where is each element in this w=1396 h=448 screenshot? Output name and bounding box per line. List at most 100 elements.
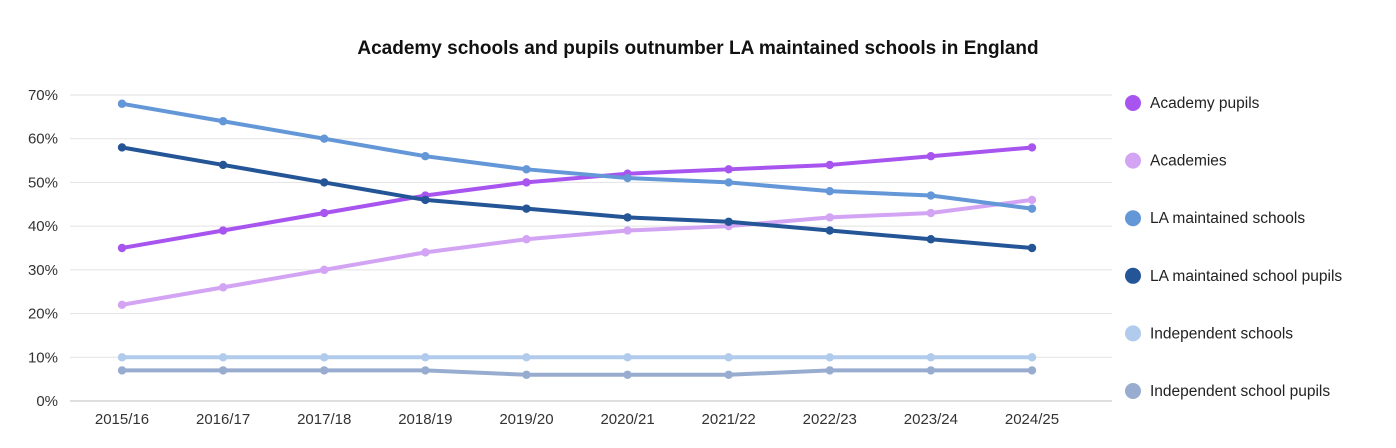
data-point [1027, 195, 1037, 205]
data-point [320, 366, 329, 375]
series-4 [117, 353, 1037, 362]
data-point [522, 353, 531, 362]
series-0 [117, 143, 1037, 253]
x-tick-label: 2021/22 [702, 411, 756, 428]
y-tick-label: 70% [28, 87, 58, 104]
legend-item: Independent schools [1125, 325, 1293, 342]
series-line [120, 145, 1034, 250]
data-point [117, 99, 127, 108]
series-line [120, 145, 1034, 250]
data-point [724, 165, 733, 174]
data-point [218, 117, 228, 126]
data-point [825, 353, 834, 362]
data-point [117, 353, 127, 362]
legend-marker [1125, 152, 1141, 169]
data-point [623, 226, 632, 235]
legend-label: Independent schools [1150, 325, 1293, 342]
x-tick-label: 2024/25 [1005, 411, 1059, 428]
data-point [421, 353, 430, 362]
data-point [218, 366, 228, 375]
legend-label: LA maintained school pupils [1150, 268, 1342, 285]
data-point [1027, 143, 1037, 152]
data-point [724, 370, 733, 379]
data-point [522, 370, 531, 379]
series-line [120, 368, 1034, 377]
data-point [218, 353, 228, 362]
data-point [926, 366, 936, 375]
y-tick-label: 40% [28, 218, 58, 235]
series-5 [117, 366, 1037, 379]
legend-item: Academy pupils [1125, 95, 1260, 112]
data-point [724, 217, 733, 226]
x-tick-label: 2020/21 [600, 411, 654, 428]
axes: 0% 10% 20% 30% 40% 50% 60% 70% 2015/16 2016/17 201… [28, 87, 1112, 428]
data-point [724, 178, 733, 187]
series-3 [117, 143, 1037, 253]
x-tick-label: 2023/24 [904, 411, 958, 428]
x-tick-label: 2018/19 [398, 411, 452, 428]
x-tick-label: 2019/20 [499, 411, 553, 428]
data-point [825, 186, 834, 196]
legend-label: Independent school pupils [1150, 383, 1330, 400]
data-point [926, 152, 936, 161]
data-point [421, 366, 430, 375]
series-2 [117, 99, 1037, 213]
gridlines [70, 94, 1112, 358]
data-point [117, 243, 127, 253]
data-point [320, 178, 329, 187]
legend: Academy pupils Academies LA maintained sch… [1125, 95, 1342, 400]
data-point [117, 143, 127, 152]
data-point [320, 353, 329, 362]
legend-item: LA maintained school pupils [1125, 267, 1342, 285]
data-point [825, 213, 834, 222]
legend-item: Independent school pupils [1125, 383, 1330, 400]
data-point [320, 265, 329, 275]
legend-label: Academies [1150, 153, 1227, 170]
data-point [218, 283, 228, 292]
legend-label: LA maintained schools [1150, 210, 1305, 227]
data-point [825, 160, 834, 170]
data-point [320, 208, 329, 218]
data-point [1027, 353, 1037, 362]
data-point [421, 248, 430, 257]
data-point [117, 366, 127, 375]
data-point [623, 370, 632, 379]
x-tick-label: 2016/17 [196, 411, 250, 428]
data-point [522, 165, 531, 174]
data-point [522, 204, 531, 213]
data-point [1027, 204, 1037, 213]
legend-marker [1125, 267, 1141, 284]
y-tick-label: 20% [28, 306, 58, 323]
legend-label: Academy pupils [1150, 95, 1260, 112]
series-line [120, 101, 1034, 211]
series-1 [117, 195, 1037, 310]
data-point [825, 226, 834, 235]
data-point [1027, 243, 1037, 253]
data-point [623, 213, 632, 222]
x-tick-label: 2017/18 [297, 411, 351, 428]
data-point [724, 353, 733, 362]
legend-item: LA maintained schools [1125, 210, 1305, 227]
legend-marker [1125, 95, 1141, 111]
data-point [926, 208, 936, 218]
data-point [218, 160, 228, 170]
legend-marker [1125, 210, 1141, 227]
data-point [926, 353, 936, 362]
data-point [522, 235, 531, 244]
data-point [218, 226, 228, 235]
x-tick-label: 2015/16 [95, 411, 149, 428]
data-point [825, 366, 834, 375]
data-point [926, 235, 936, 244]
chart-title: Academy schools and pupils outnumber LA … [357, 38, 1038, 59]
y-tick-label: 10% [28, 349, 58, 366]
y-tick-label: 50% [28, 174, 58, 191]
data-point [623, 353, 632, 362]
y-tick-label: 0% [36, 393, 58, 410]
legend-item: Academies [1125, 152, 1227, 170]
y-tick-label: 60% [28, 131, 58, 148]
data-point [926, 191, 936, 200]
series-lines [117, 99, 1037, 379]
data-point [421, 152, 430, 161]
legend-marker [1125, 325, 1141, 342]
